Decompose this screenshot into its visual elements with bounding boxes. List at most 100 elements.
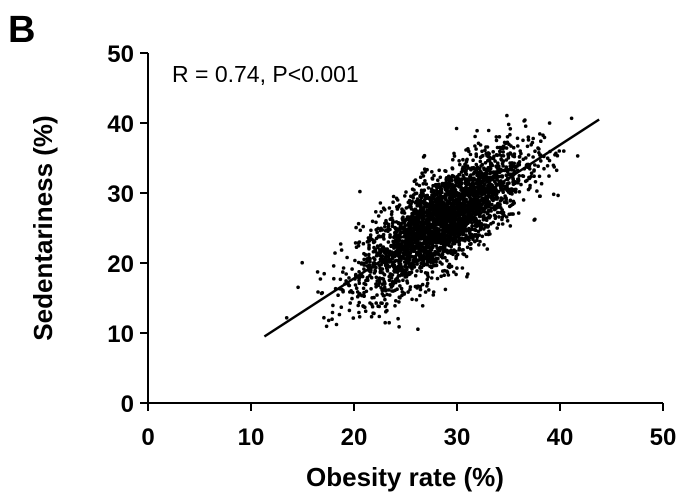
data-point [474, 152, 479, 156]
data-point [451, 252, 455, 257]
data-point [404, 190, 408, 194]
data-point [461, 217, 465, 221]
data-point [416, 241, 420, 246]
data-point [357, 300, 362, 305]
data-point [542, 166, 546, 171]
data-point [537, 174, 542, 179]
data-point [456, 227, 460, 231]
data-point [483, 148, 487, 152]
data-point [466, 178, 470, 183]
data-point [468, 231, 472, 236]
data-point [363, 282, 368, 287]
data-point [537, 147, 541, 151]
data-point [478, 239, 482, 244]
data-point [390, 282, 395, 286]
data-point [399, 256, 404, 261]
data-point [383, 297, 387, 302]
data-point [465, 164, 470, 168]
data-point [531, 136, 535, 141]
data-point [424, 182, 429, 186]
data-point [511, 179, 516, 183]
data-point [457, 215, 462, 219]
data-point [418, 284, 423, 289]
data-point [481, 214, 486, 219]
data-point [418, 264, 423, 269]
data-point [407, 262, 412, 266]
data-point [469, 246, 473, 251]
data-point [474, 167, 479, 172]
x-tick-label: 40 [547, 424, 574, 451]
data-point [383, 225, 387, 229]
data-point [429, 265, 434, 270]
data-point [332, 276, 336, 281]
data-point [465, 274, 469, 279]
data-point [456, 221, 460, 226]
data-point [394, 299, 398, 303]
data-point [400, 217, 405, 222]
data-point [372, 311, 376, 316]
data-point [300, 260, 305, 265]
data-point [497, 164, 501, 168]
data-point [361, 224, 366, 229]
data-point [501, 164, 505, 168]
data-point [432, 173, 436, 178]
data-point [462, 211, 467, 215]
data-point [472, 170, 477, 175]
data-point [380, 267, 385, 271]
data-point [424, 219, 429, 224]
data-point [457, 246, 462, 251]
data-point [439, 274, 444, 279]
data-point [385, 269, 390, 273]
data-point [391, 255, 395, 260]
data-point [391, 200, 395, 204]
data-point [489, 182, 494, 187]
data-point [486, 128, 491, 133]
data-point [319, 291, 324, 296]
data-point [369, 314, 374, 319]
data-point [460, 202, 464, 207]
data-point [394, 220, 399, 224]
data-point [403, 263, 408, 268]
data-point [461, 225, 466, 230]
data-point [504, 215, 509, 219]
data-point [398, 234, 402, 239]
data-point [377, 281, 382, 285]
data-point [422, 241, 427, 246]
data-point [443, 195, 448, 200]
data-point [556, 193, 560, 198]
data-point [478, 155, 483, 160]
data-point [419, 225, 424, 230]
data-point [428, 258, 433, 262]
data-point [521, 174, 526, 178]
data-point [555, 153, 560, 158]
data-point [479, 206, 484, 211]
data-point [538, 194, 542, 198]
data-point [391, 239, 395, 244]
data-point [454, 272, 458, 277]
data-point [539, 159, 543, 163]
data-point [377, 314, 382, 319]
data-point [430, 212, 435, 217]
data-point [341, 266, 346, 270]
data-point [471, 181, 476, 185]
x-tick-label: 50 [650, 424, 677, 451]
data-point [366, 239, 371, 243]
data-point [386, 240, 391, 244]
data-point [490, 190, 494, 194]
data-point [500, 208, 505, 212]
data-point [519, 151, 523, 156]
data-point [387, 320, 392, 325]
data-point [432, 251, 436, 256]
data-point [412, 179, 417, 184]
data-point [431, 290, 436, 294]
data-point [470, 217, 474, 221]
data-point [499, 157, 503, 161]
data-point [362, 294, 366, 298]
data-point [387, 206, 392, 210]
data-point [486, 210, 490, 214]
data-point [428, 196, 432, 200]
data-point [533, 180, 538, 184]
data-point [484, 151, 489, 156]
data-point [445, 258, 449, 263]
data-point [413, 246, 418, 251]
